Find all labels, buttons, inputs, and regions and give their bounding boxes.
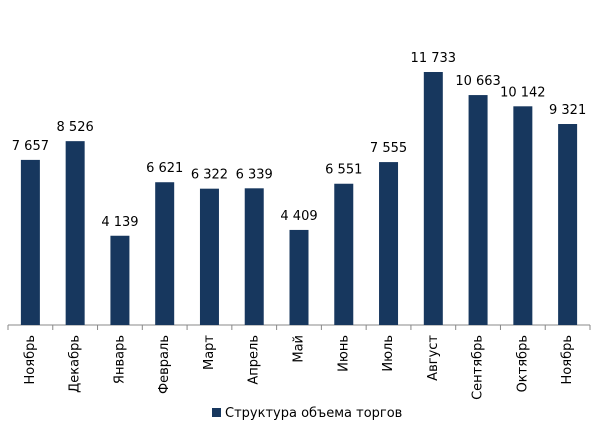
x-tick-label: Март <box>202 335 217 370</box>
x-tick-label: Июнь <box>336 335 351 372</box>
value-label: 11 733 <box>411 51 457 66</box>
x-tick-label: Июль <box>381 335 396 372</box>
bar <box>110 235 130 325</box>
bar <box>558 124 578 326</box>
x-tick-label: Апрель <box>247 335 262 385</box>
value-label: 6 322 <box>191 168 228 183</box>
x-tick-label: Октябрь <box>515 335 530 392</box>
value-label: 9 321 <box>549 103 586 118</box>
value-label: 6 339 <box>236 167 273 182</box>
x-tick-label: Февраль <box>157 335 172 394</box>
x-tick-label: Сентябрь <box>471 335 486 400</box>
x-tick-label: Ноябрь <box>560 335 575 384</box>
bar <box>334 183 354 325</box>
value-label: 7 657 <box>12 139 49 154</box>
legend-swatch <box>212 408 221 417</box>
value-label: 6 621 <box>146 161 183 176</box>
bar <box>289 229 309 325</box>
bar <box>20 159 40 325</box>
value-label: 4 139 <box>101 215 138 230</box>
bar <box>155 182 175 325</box>
bar <box>379 162 399 325</box>
bar <box>513 106 533 325</box>
value-label: 7 555 <box>370 141 407 156</box>
value-label: 10 663 <box>455 74 501 89</box>
value-label: 6 551 <box>325 163 362 178</box>
bar <box>468 95 488 325</box>
value-label: 4 409 <box>280 209 317 224</box>
value-label: 10 142 <box>500 85 546 100</box>
x-tick-label: Декабрь <box>68 335 83 393</box>
value-label: 8 526 <box>57 120 94 135</box>
x-tick-label: Январь <box>112 335 127 384</box>
x-tick-label: Ноябрь <box>23 335 38 384</box>
bar <box>65 141 85 325</box>
x-tick-label: Август <box>426 335 441 381</box>
bar <box>423 72 443 325</box>
bar <box>199 188 219 325</box>
legend-label: Структура объема торгов <box>225 406 402 421</box>
bar <box>244 188 264 325</box>
x-tick-label: Май <box>292 335 307 363</box>
